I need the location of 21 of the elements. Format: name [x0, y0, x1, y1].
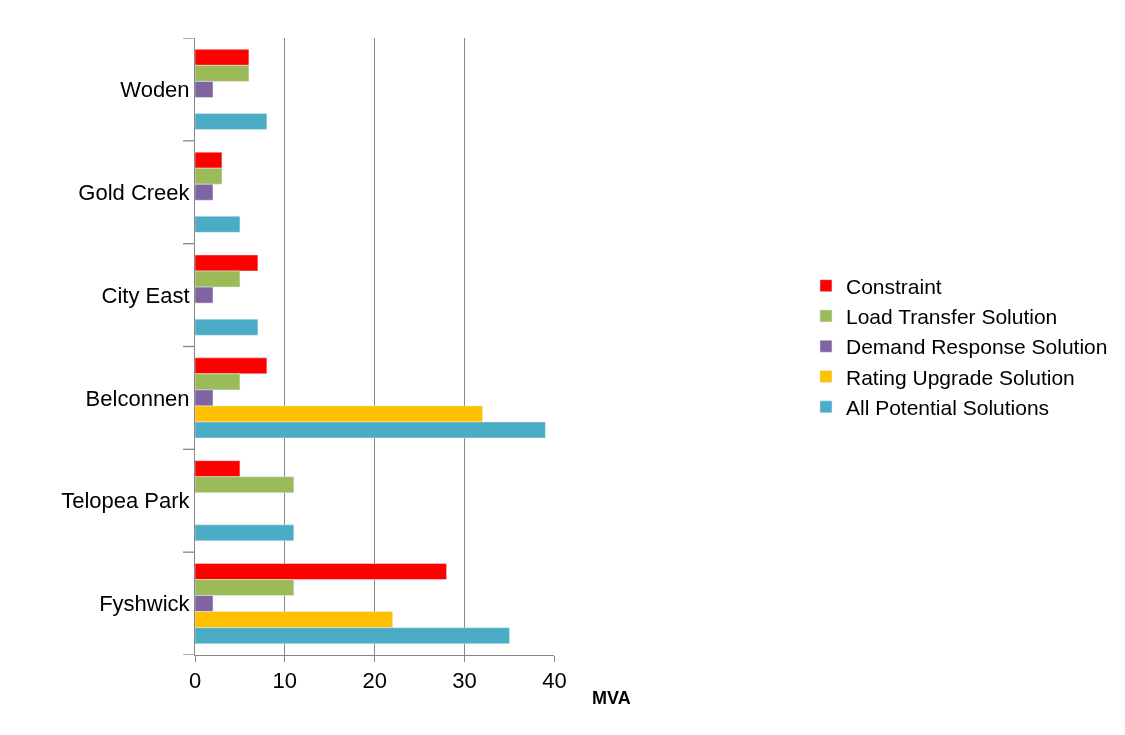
legend-label: Rating Upgrade Solution: [845, 365, 1075, 389]
bar: [195, 113, 268, 130]
x-tick-label: 0: [188, 668, 202, 694]
bar: [195, 318, 259, 336]
x-tick-label: 20: [362, 668, 387, 694]
x-tick-label: 10: [272, 668, 298, 694]
bar: [195, 524, 295, 542]
y-tick-label: City East: [101, 282, 190, 308]
y-tick-label: Gold Creek: [78, 179, 191, 205]
y-tick-label: Telopea Park: [61, 488, 191, 514]
legend-label: Load Transfer Solution: [845, 305, 1058, 329]
y-tick-label: Fyshwick: [99, 591, 191, 617]
x-tick-label: 40: [542, 668, 567, 694]
legend-label: Demand Response Solution: [845, 335, 1108, 359]
x-tick-label: 30: [452, 668, 477, 694]
legend-label: Constraint: [845, 274, 942, 298]
x-axis-title: MVA: [592, 688, 631, 708]
y-tick-label: Woden: [120, 77, 190, 103]
bar: [195, 216, 241, 233]
legend-label: All Potential Solutions: [845, 396, 1050, 420]
y-tick-label: Belconnen: [85, 385, 190, 411]
